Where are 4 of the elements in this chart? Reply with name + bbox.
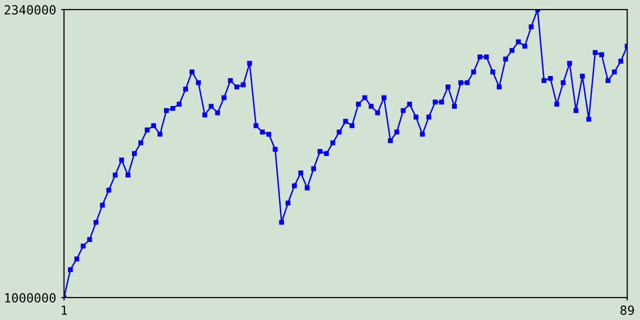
x-tick-label: 1	[62, 306, 67, 315]
y-tick-label: 1000000	[5, 293, 56, 303]
x-tick-label: 89	[620, 306, 634, 315]
y-tick-label: 2340000	[4, 5, 56, 15]
